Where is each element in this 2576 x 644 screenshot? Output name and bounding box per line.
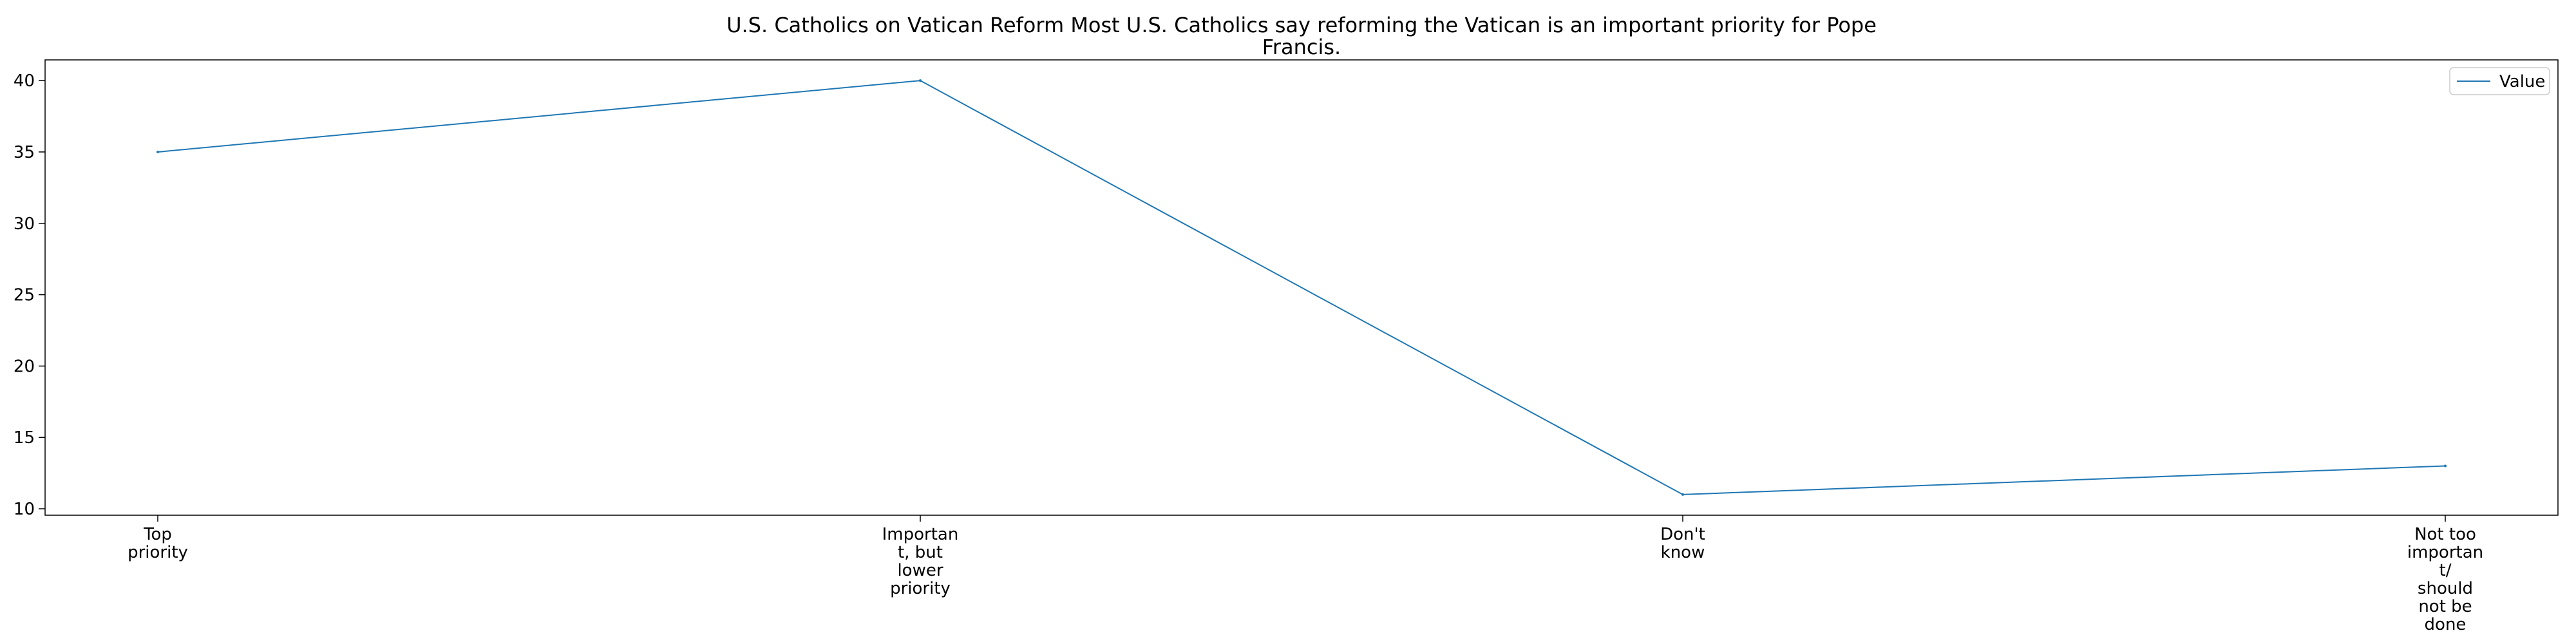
y-tick-label: 15 [14,428,35,448]
legend-label: Value [2499,72,2545,91]
data-point [156,150,159,153]
y-tick-label: 20 [14,357,35,376]
y-tick-label: 25 [14,286,35,305]
series-line [157,80,2446,495]
y-axis: 10 15 20 25 30 35 40 [14,71,45,519]
chart-title-line: Francis. [1262,35,1341,59]
data-point [919,79,922,82]
y-tick-label: 35 [14,143,35,162]
plot-area [44,59,2559,516]
chart-title-line: U.S. Catholics on Vatican Reform Most U.… [726,13,1877,37]
series-layer [156,79,2447,496]
x-tick-label: Not too importan t/should not be done [2407,525,2483,634]
x-tick-label: Don't know [1660,525,1705,562]
x-tick-label: Top priority [128,525,188,562]
y-tick-label: 30 [14,214,35,234]
data-point [1681,493,1684,496]
y-tick-label: 40 [14,71,35,91]
x-tick-label: Importan t, but lower priority [882,525,959,598]
data-point [2444,464,2447,468]
y-tick-label: 10 [14,500,35,519]
legend: Value [2449,67,2550,95]
legend-box [2449,67,2550,95]
x-axis: Top priority Importan t, but lower priority Do… [128,515,2483,634]
chart-title: U.S. Catholics on Vatican Reform Most U.… [726,13,1877,59]
